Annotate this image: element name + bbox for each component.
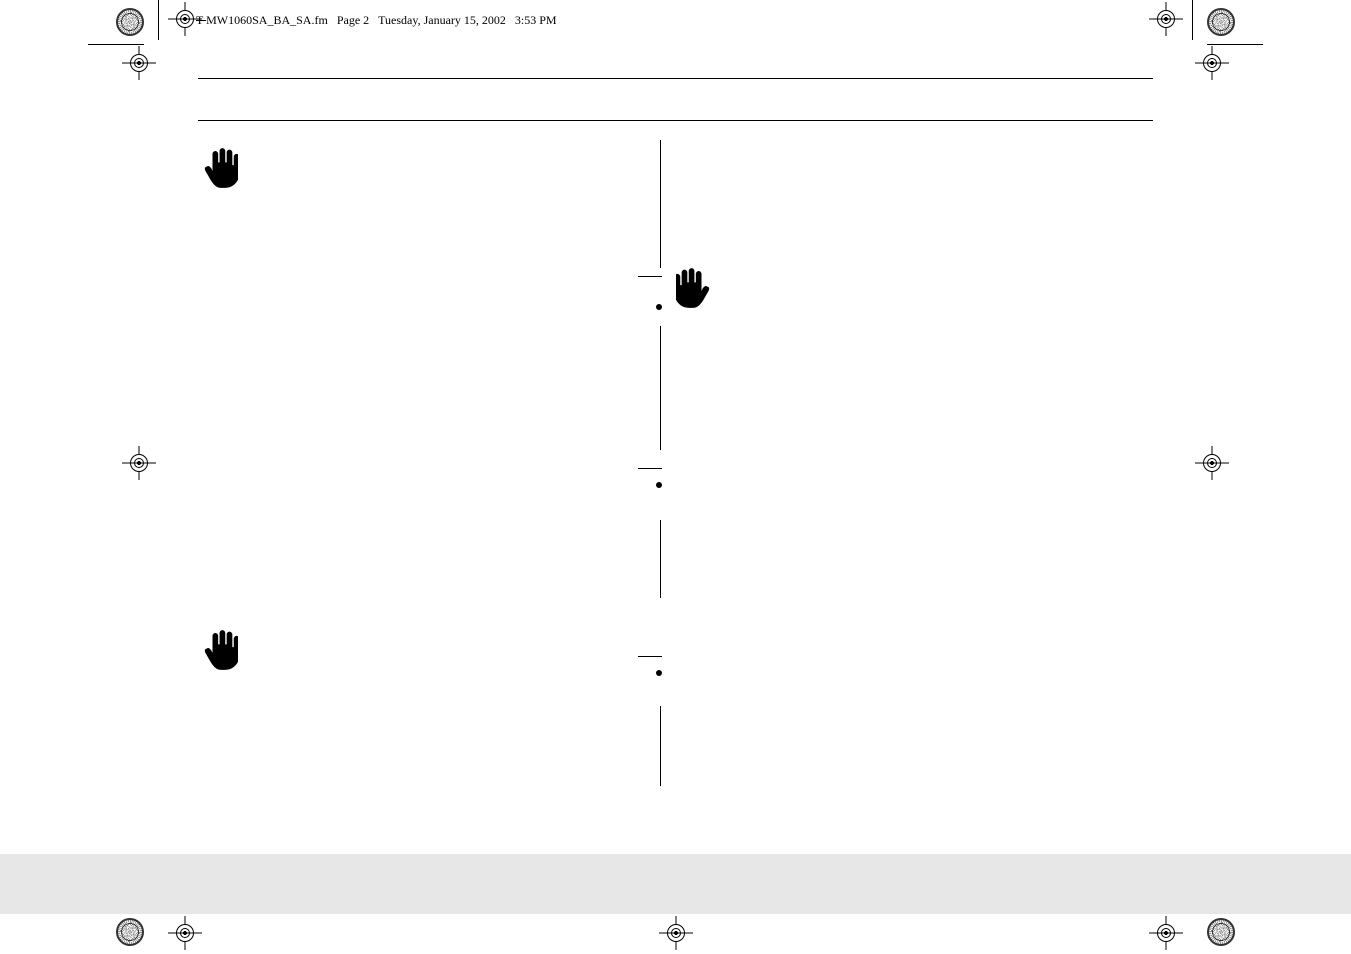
filepath: MW1060SA_BA_SA.fm: [206, 13, 328, 27]
section-rule: [638, 656, 662, 657]
page-rule: [198, 78, 1153, 79]
page-rule: [198, 120, 1153, 121]
crop-line: [1207, 44, 1263, 45]
header-date: Tuesday, January 15, 2002: [378, 13, 506, 27]
column-divider: [660, 140, 661, 268]
printer-mark-circle-tl: [116, 8, 144, 36]
registration-mark-icon: [130, 454, 148, 472]
registration-mark-icon: [1157, 10, 1175, 28]
bullet-icon: [656, 482, 662, 488]
registration-mark-icon: [176, 924, 194, 942]
column-divider: [660, 520, 661, 598]
bullet-icon: [656, 304, 662, 310]
printer-mark-circle-tr: [1207, 8, 1235, 36]
footer-band: [0, 854, 1351, 914]
hand-stop-icon: [204, 148, 238, 197]
crop-line: [1192, 0, 1193, 40]
hand-stop-icon: [676, 268, 710, 317]
registration-mark-icon: [1203, 454, 1221, 472]
crop-line: [158, 0, 159, 40]
printer-mark-circle-bl: [116, 918, 144, 946]
registration-mark-icon: [176, 10, 194, 28]
printer-mark-circle-br: [1207, 918, 1235, 946]
header-time: 3:53 PM: [515, 13, 557, 27]
bullet-icon: [656, 670, 662, 676]
section-rule: [638, 276, 662, 277]
registration-mark-icon: [1203, 54, 1221, 72]
section-rule: [638, 468, 662, 469]
document-header-path: T MW1060SA_BA_SA.fm Page 2 Tuesday, Janu…: [196, 13, 557, 28]
column-divider: [660, 326, 661, 450]
crop-line: [88, 44, 144, 45]
registration-mark-icon: [667, 924, 685, 942]
registration-mark-icon: [1157, 924, 1175, 942]
column-divider: [660, 706, 661, 786]
registration-mark-icon: [130, 54, 148, 72]
page-label: Page 2: [337, 13, 369, 27]
hand-stop-icon: [204, 630, 238, 679]
filepath-prefix: T: [196, 13, 206, 27]
